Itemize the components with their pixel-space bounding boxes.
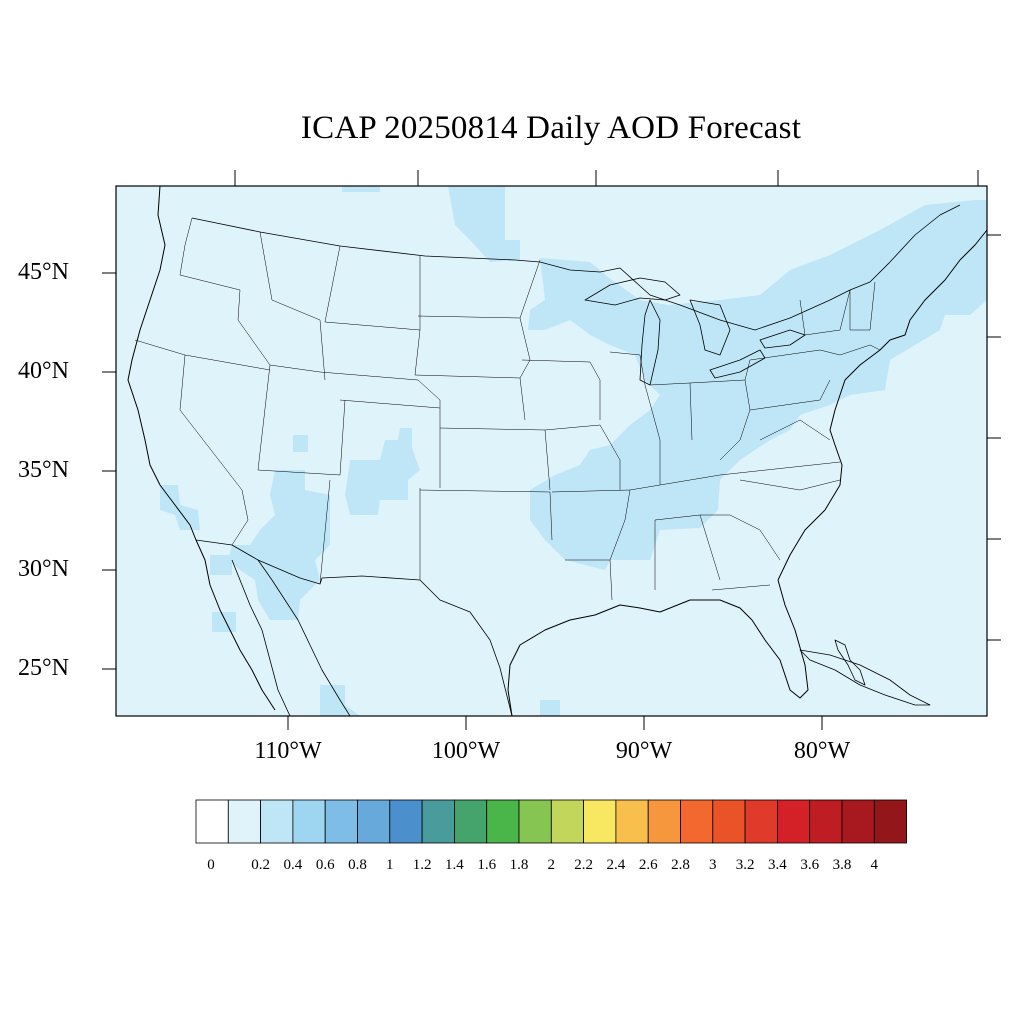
plume-southwest [228, 470, 330, 620]
lake-michigan [639, 299, 661, 386]
colorbar-tick-label: 4 [870, 857, 879, 873]
gulf-of-california [231, 559, 291, 716]
colorbar-swatch [389, 799, 423, 844]
colorbar-tick-label: 0.6 [315, 857, 335, 873]
plume-north-dakota-2 [342, 186, 380, 192]
colorbar-tick-label: 1.8 [509, 857, 529, 873]
colorbar-tick-label: 1 [386, 857, 394, 873]
colorbar-swatch [518, 799, 552, 844]
pacific-coast [127, 186, 276, 711]
lat-label-30: 30°N [18, 556, 69, 582]
lake-superior [584, 277, 681, 306]
colorbar-tick-label: 3.4 [768, 857, 787, 873]
plume-gulf [540, 700, 560, 716]
colorbar-swatch [873, 799, 907, 844]
plume-utah-small [293, 435, 308, 452]
map-title: ICAP 20250814 Daily AOD Forecast [300, 110, 802, 146]
colorbar-tick-label: 0.8 [348, 857, 367, 873]
colorbar-tick-label: 3 [709, 857, 717, 873]
colorbar-swatch [680, 799, 714, 844]
us-mexico-border [195, 539, 513, 716]
us-canada-border [191, 204, 961, 331]
colorbar-swatch [486, 799, 520, 844]
boundaries [127, 186, 987, 716]
colorbar-swatch [550, 799, 584, 844]
cuba [799, 649, 931, 706]
colorbar-swatch [453, 799, 488, 844]
lon-label-90w: 90°W [615, 738, 673, 764]
colorbar-tick-label: 2.4 [606, 857, 626, 873]
colorbar-swatch [841, 799, 875, 844]
colorbar-tick-label: 3.8 [832, 857, 852, 873]
lat-label-45: 45°N [18, 259, 69, 285]
colorbar-swatch [357, 799, 391, 844]
plume-ca-coast [160, 485, 200, 530]
lon-label-100w: 100°W [431, 738, 501, 764]
gulf-coast [507, 579, 809, 716]
plume-great-lakes-east [528, 200, 987, 570]
colorbar-tick-label: 1.6 [477, 857, 497, 873]
lake-ontario [759, 329, 806, 349]
plume-north-dakota [448, 186, 520, 262]
colorbar-swatch [227, 799, 262, 844]
lat-label-35: 35°N [18, 457, 69, 483]
colorbar [195, 799, 907, 844]
colorbar-swatch [292, 799, 326, 844]
plume-ohio-valley [660, 385, 770, 445]
colorbar-swatch [809, 799, 843, 844]
lat-label-25: 25°N [18, 655, 69, 681]
plot-frame [115, 185, 988, 717]
colorbar-tick-label: 3.2 [735, 857, 755, 873]
colorbar-swatch [647, 799, 681, 844]
colorbar-swatch [777, 799, 811, 844]
colorbar-tick-label: 1.2 [412, 857, 432, 873]
lake-huron [689, 299, 731, 356]
plume-baja-2 [212, 612, 236, 632]
colorbar-swatch [260, 799, 294, 844]
colorbar-tick-label: 2.2 [574, 857, 593, 873]
colorbar-tick-label: 0.4 [283, 857, 303, 873]
aod-plumes [160, 186, 987, 716]
colorbar-swatch [744, 799, 778, 844]
state-lines [134, 217, 881, 601]
tick-marks [102, 170, 1001, 730]
mexico-west-coast [257, 559, 351, 716]
colorbar-tick-label: 2 [547, 857, 556, 873]
lat-label-40: 40°N [18, 358, 69, 384]
colorbar-tick-label: 0 [207, 857, 215, 873]
colorbar-swatch [324, 799, 358, 844]
colorbar-tick-label: 1.4 [445, 857, 464, 873]
colorbar-swatch [615, 799, 649, 844]
atlantic-coast [777, 229, 987, 581]
colorbar-tick-label: 2.8 [671, 857, 690, 873]
bahamas [834, 639, 866, 686]
plume-colorado-nm [345, 428, 420, 515]
colorbar-tick-label: 0.2 [251, 857, 270, 873]
plume-baja [210, 555, 232, 575]
colorbar-tick-label: 3.6 [800, 857, 820, 873]
colorbar-swatch [421, 799, 455, 844]
colorbar-swatch [712, 799, 746, 844]
colorbar-tick-label: 2.6 [638, 857, 658, 873]
lon-label-80w: 80°W [793, 738, 851, 764]
colorbar-swatch [583, 799, 617, 844]
colorbar-swatch [195, 799, 229, 844]
lon-label-110w: 110°W [254, 738, 322, 764]
